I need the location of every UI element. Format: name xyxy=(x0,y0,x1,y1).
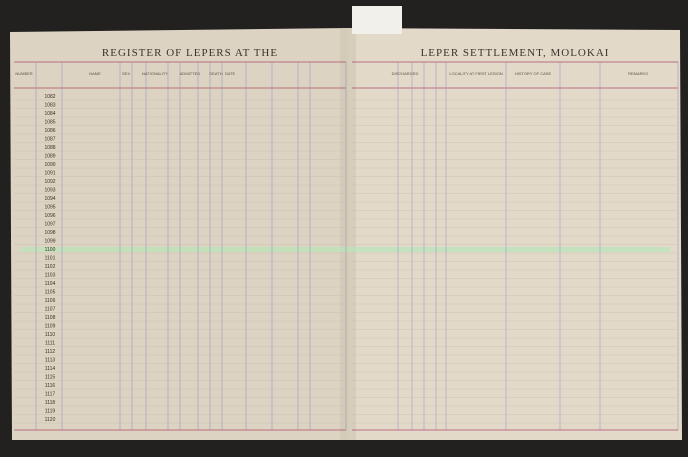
row-number: 1114 xyxy=(45,366,56,372)
row-number: 1084 xyxy=(44,111,55,117)
column-header: History of Case xyxy=(515,71,552,76)
row-number: 1103 xyxy=(45,273,56,279)
row-number: 1118 xyxy=(45,400,56,406)
row-number: 1116 xyxy=(45,383,56,389)
row-number: 1115 xyxy=(45,375,56,381)
spine xyxy=(340,28,356,440)
row-number: 1110 xyxy=(45,332,56,338)
row-number: 1091 xyxy=(44,171,55,177)
row-number: 1087 xyxy=(44,137,55,143)
column-header: Nationality xyxy=(142,71,168,76)
row-number: 1086 xyxy=(44,128,55,134)
left-page xyxy=(10,28,348,440)
row-number: 1096 xyxy=(44,213,55,219)
row-number: 1111 xyxy=(45,341,55,347)
column-header: Number xyxy=(15,71,32,76)
row-number: 1117 xyxy=(45,392,56,398)
column-header: Discharged xyxy=(392,71,419,76)
row-number: 1107 xyxy=(45,307,56,313)
row-number: 1104 xyxy=(45,281,56,287)
row-number: 1094 xyxy=(44,196,55,202)
row-number: 1106 xyxy=(45,298,56,304)
row-number: 1085 xyxy=(44,120,55,126)
row-number: 1099 xyxy=(44,239,55,245)
column-header: Locality at First Lesion xyxy=(449,71,502,76)
row-number: 1119 xyxy=(45,409,56,415)
column-header: Sex xyxy=(122,71,130,76)
column-header: Remarks xyxy=(628,71,648,76)
highlight xyxy=(20,247,670,252)
row-number: 1108 xyxy=(45,315,56,321)
right-title: Leper Settlement, Molokai xyxy=(421,47,610,59)
row-number: 1105 xyxy=(45,290,56,296)
row-number: 1092 xyxy=(44,179,55,185)
row-number: 1090 xyxy=(44,162,55,168)
row-number: 1088 xyxy=(44,145,55,151)
row-number: 1102 xyxy=(45,264,56,270)
column-header: Admitted xyxy=(180,71,201,76)
row-number: 1089 xyxy=(44,154,55,160)
right-page xyxy=(348,28,682,440)
row-number: 1100 xyxy=(45,247,56,253)
row-number: 1113 xyxy=(45,358,56,364)
column-header: Date xyxy=(225,71,236,76)
left-title: Register of Lepers at the xyxy=(102,47,278,59)
row-number: 1101 xyxy=(45,256,56,262)
row-number: 1093 xyxy=(44,188,55,194)
row-number: 1112 xyxy=(45,349,56,355)
column-header: Death xyxy=(209,71,222,76)
row-number: 1095 xyxy=(44,205,55,211)
column-header: Name xyxy=(89,71,101,76)
tag xyxy=(352,6,402,34)
row-number: 1098 xyxy=(44,230,55,236)
row-number: 1083 xyxy=(44,103,55,109)
row-number: 1120 xyxy=(45,417,56,423)
row-number: 1109 xyxy=(45,324,56,330)
row-number: 1082 xyxy=(44,94,55,100)
row-number: 1097 xyxy=(44,222,55,228)
